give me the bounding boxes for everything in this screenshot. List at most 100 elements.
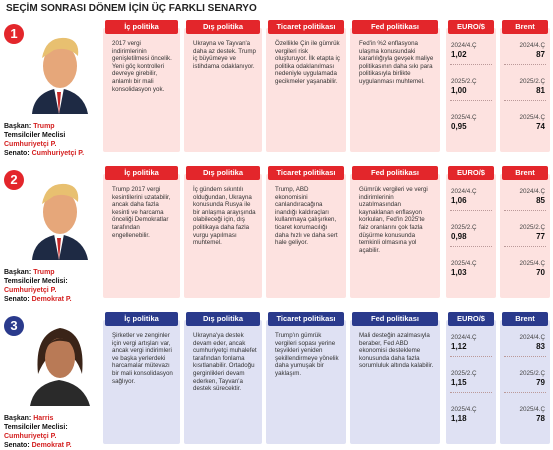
period-label: 2024/4.Ç — [451, 42, 477, 49]
column-header: Dış politika — [186, 312, 260, 326]
period-value: 1,02 — [451, 50, 467, 59]
role-label: Temsilciler Meclisi: — [4, 424, 68, 431]
separator — [450, 64, 492, 65]
column-header: EURO/$ — [448, 166, 494, 180]
period-value: 1,12 — [451, 342, 467, 351]
cell-body: 2017 vergi indirimlerinin genişletilmesi… — [103, 28, 180, 152]
separator — [504, 64, 546, 65]
cell-body: Fed'in %2 enflasyona ulaşma konusundaki … — [350, 28, 440, 152]
portrait-trump — [32, 183, 88, 260]
role-line: Senato: Demokrat P. — [4, 441, 102, 450]
period-value: 1,15 — [451, 378, 467, 387]
role-line: Temsilciler Meclisi: Cumhuriyetçi P. — [4, 423, 102, 441]
scenario-roles: Başkan: Harris Temsilciler Meclisi: Cumhu… — [4, 414, 102, 450]
column-header: İç politika — [105, 166, 178, 180]
separator — [450, 100, 492, 101]
period-label: 2024/4.Ç — [519, 188, 545, 195]
cell-body: Ukrayna ve Tayvan'a daha az destek. Trum… — [184, 28, 262, 152]
period-value: 79 — [536, 378, 545, 387]
column-header: Fed politikası — [352, 166, 438, 180]
column-header: Brent — [502, 166, 548, 180]
role-value: Cumhuriyetçi P. — [4, 141, 57, 148]
role-label: Temsilciler Meclisi: — [4, 278, 68, 285]
separator — [450, 210, 492, 211]
period-label: 2024/4.Ç — [519, 334, 545, 341]
column-header: Ticaret politikası — [268, 20, 344, 34]
period-value: 83 — [536, 342, 545, 351]
period-label: 2025/4.Ç — [519, 406, 545, 413]
period-label: 2025/4.Ç — [451, 114, 477, 121]
cell-body: Trump, ABD ekonomisini canlandıracağına … — [266, 174, 346, 298]
role-line: Başkan: Trump — [4, 122, 102, 131]
period-value: 1,00 — [451, 86, 467, 95]
role-line: Başkan: Trump — [4, 268, 102, 277]
column-header: Ticaret politikası — [268, 312, 344, 326]
role-label: Senato: — [4, 296, 30, 303]
role-line: Başkan: Harris — [4, 414, 102, 423]
column-header: EURO/$ — [448, 312, 494, 326]
period-label: 2025/2.Ç — [519, 224, 545, 231]
scenario-number: 1 — [4, 24, 24, 44]
separator — [504, 210, 546, 211]
role-line: Temsilciler Meclisi Cumhuriyetçi P. — [4, 131, 102, 149]
column-header: EURO/$ — [448, 20, 494, 34]
role-value: Cumhuriyetçi P. — [4, 287, 57, 294]
column-header: İç politika — [105, 20, 178, 34]
separator — [504, 356, 546, 357]
period-value: 77 — [536, 232, 545, 241]
period-value: 81 — [536, 86, 545, 95]
cell-body: Şirketler ve zenginler için vergi artışl… — [103, 320, 180, 444]
period-value: 87 — [536, 50, 545, 59]
period-value: 85 — [536, 196, 545, 205]
period-label: 2025/4.Ç — [519, 114, 545, 121]
portrait-harris — [30, 328, 90, 406]
column-header: Dış politika — [186, 20, 260, 34]
role-value: Harris — [33, 415, 54, 422]
column-header: Brent — [502, 20, 548, 34]
separator — [450, 356, 492, 357]
cell-body: Ukrayna'ya destek devam eder, ancak cumh… — [184, 320, 262, 444]
separator — [450, 246, 492, 247]
period-value: 70 — [536, 268, 545, 277]
period-value: 0,95 — [451, 122, 467, 131]
portrait-trump — [24, 22, 94, 114]
cell-body — [500, 28, 550, 152]
period-label: 2025/4.Ç — [519, 260, 545, 267]
role-line: Temsilciler Meclisi: Cumhuriyetçi P. — [4, 277, 102, 295]
role-label: Temsilciler Meclisi — [4, 132, 66, 139]
role-line: Senato: Cumhuriyetçi P. — [4, 149, 102, 158]
role-label: Senato: — [4, 442, 30, 449]
role-value: Demokrat P. — [31, 442, 72, 449]
cell-body: Trump'ın gümrük vergileri sopası yerine … — [266, 320, 346, 444]
period-value: 1,06 — [451, 196, 467, 205]
column-header: İç politika — [105, 312, 178, 326]
separator — [504, 392, 546, 393]
column-header: Ticaret politikası — [268, 166, 344, 180]
cell-body: Mali desteğin azalmasıyla beraber, Fed A… — [350, 320, 440, 444]
scenario-number: 2 — [4, 170, 24, 190]
period-label: 2024/4.Ç — [451, 188, 477, 195]
scenario-roles: Başkan: Trump Temsilciler Meclisi: Cumhur… — [4, 268, 102, 304]
column-header: Dış politika — [186, 166, 260, 180]
period-label: 2025/2.Ç — [451, 370, 477, 377]
cell-body — [446, 28, 496, 152]
role-label: Senato: — [4, 150, 30, 157]
period-label: 2025/4.Ç — [451, 260, 477, 267]
cell-body: Gümrük vergileri ve vergi indirimlerinin… — [350, 174, 440, 298]
period-value: 0,98 — [451, 232, 467, 241]
period-label: 2025/2.Ç — [519, 370, 545, 377]
period-label: 2025/2.Ç — [451, 224, 477, 231]
separator — [504, 100, 546, 101]
separator — [504, 246, 546, 247]
separator — [450, 392, 492, 393]
period-label: 2025/2.Ç — [519, 78, 545, 85]
period-value: 1,03 — [451, 268, 467, 277]
role-value: Trump — [33, 123, 55, 130]
period-label: 2025/4.Ç — [451, 406, 477, 413]
role-label: Başkan: — [4, 415, 32, 422]
scenario-number: 3 — [4, 316, 24, 336]
role-value: Demokrat P. — [31, 296, 72, 303]
cell-body: Özellikle Çin ile gümrük vergileri risk … — [266, 28, 346, 152]
cell-body: İç gündem sıkıntılı olduğundan, Ukrayna … — [184, 174, 262, 298]
period-label: 2024/4.Ç — [519, 42, 545, 49]
